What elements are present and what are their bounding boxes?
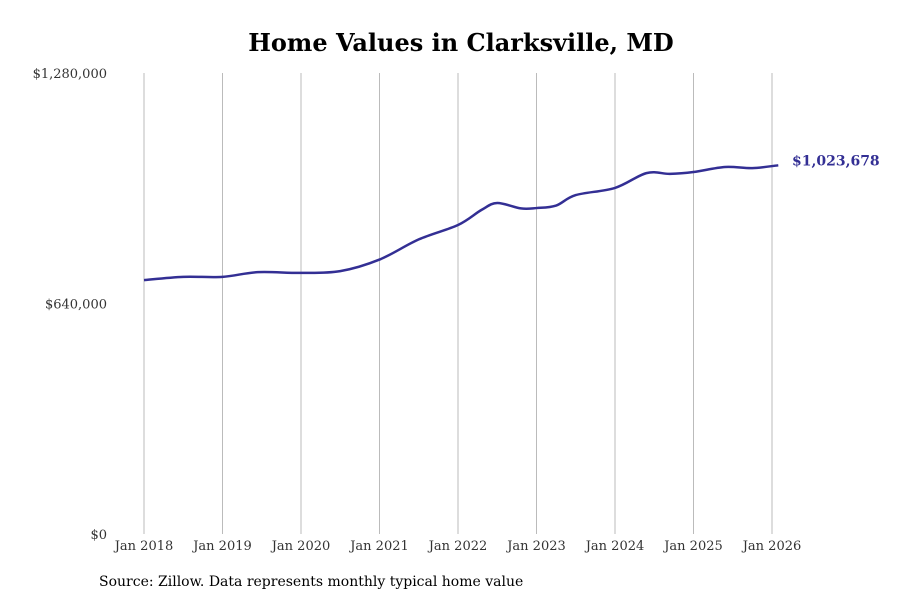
y-tick-label: $1,280,000 [33, 67, 107, 82]
x-tick-label: Jan 2018 [113, 539, 174, 554]
chart-title: Home Values in Clarksville, MD [248, 28, 674, 57]
x-tick-label: Jan 2019 [191, 539, 252, 554]
x-tick-label: Jan 2022 [427, 539, 488, 554]
end-value-label: $1,023,678 [792, 153, 880, 169]
x-tick-label: Jan 2024 [584, 539, 645, 554]
series-line [143, 164, 779, 282]
x-tick-label: Jan 2021 [348, 539, 409, 554]
x-tick-label: Jan 2023 [505, 539, 566, 554]
y-tick-label: $640,000 [45, 298, 107, 313]
x-tick-label: Jan 2025 [662, 539, 723, 554]
x-tick-label: Jan 2026 [741, 539, 802, 554]
y-tick-label: $0 [90, 528, 107, 543]
source-note: Source: Zillow. Data represents monthly … [99, 574, 524, 590]
x-tick-label: Jan 2020 [270, 539, 331, 554]
